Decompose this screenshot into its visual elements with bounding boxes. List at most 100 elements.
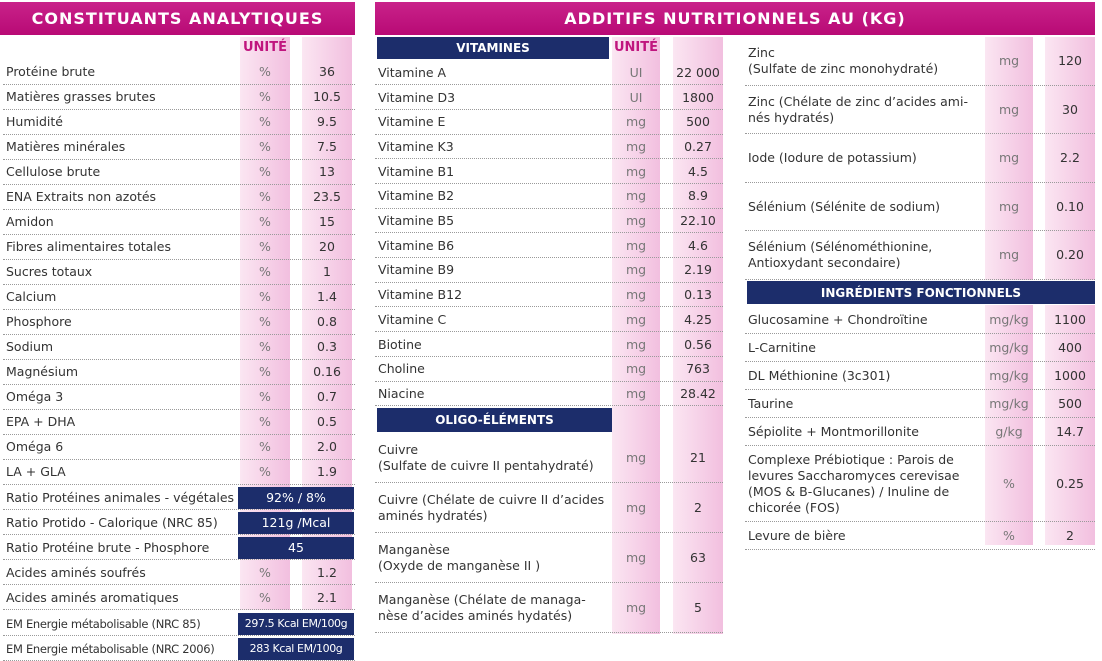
row-value: 14.7 <box>1056 424 1084 439</box>
row-label: Biotine <box>378 336 422 352</box>
table-row <box>375 184 723 209</box>
row-label: Matières minérales <box>6 139 126 154</box>
row-unit: % <box>259 264 271 279</box>
table-row <box>745 134 1095 183</box>
row-label: Vitamine B2 <box>378 188 455 204</box>
row-unit: UI <box>629 64 643 80</box>
table-row <box>375 283 723 308</box>
table-row <box>3 460 355 485</box>
table-row <box>745 446 1095 522</box>
row-label: EM Energie métabolisable (NRC 85) <box>6 616 201 631</box>
row-unit: mg <box>625 385 647 401</box>
row-label: Vitamine A <box>378 64 447 80</box>
row-value: 0.13 <box>684 287 712 303</box>
row-label: LA + GLA <box>6 464 66 479</box>
row-value: 4.25 <box>684 311 712 327</box>
row-value: 2.1 <box>317 589 337 605</box>
row-label: Cellulose brute <box>6 164 101 179</box>
row-label: Manganèse (Oxyde de manganèse II ) <box>378 542 541 573</box>
table-row <box>3 85 355 110</box>
table-row <box>745 418 1095 446</box>
row-label: Taurine <box>748 396 794 411</box>
row-label: Sélénium (Sélénométhionine, Antioxydant … <box>748 239 933 271</box>
row-label: Manganèse (Chélate de managa- nèse d’aci… <box>378 592 586 623</box>
row-unit: % <box>1003 528 1015 543</box>
row-label: Protéine brute <box>6 64 96 79</box>
row-label: Matières grasses brutes <box>6 89 156 104</box>
row-unit: % <box>259 564 271 580</box>
row-unit: % <box>259 439 271 454</box>
row-unit: mg <box>625 311 647 327</box>
row-label: Magnésium <box>6 364 79 379</box>
row-unit: mg <box>625 336 647 352</box>
section-header: CONSTITUANTS ANALYTIQUES <box>0 2 355 35</box>
table-row <box>745 390 1095 418</box>
row-unit: mg/kg <box>989 312 1029 327</box>
group-header: OLIGO-ÉLÉMENTS <box>377 408 612 432</box>
row-value: 1.9 <box>317 464 337 479</box>
row-unit: mg <box>998 198 1020 214</box>
pink-column <box>673 37 723 634</box>
row-unit: % <box>259 214 271 229</box>
row-unit: % <box>259 414 271 429</box>
table-row <box>3 160 355 185</box>
row-value: 4.5 <box>688 163 708 179</box>
row-unit: % <box>259 189 271 204</box>
row-label: L-Carnitine <box>748 340 816 355</box>
row-label: Sépiolite + Montmorillonite <box>748 424 919 439</box>
row-unit: % <box>259 64 271 79</box>
row-value: 30 <box>1062 101 1078 117</box>
row-value: 7.5 <box>317 139 337 154</box>
row-unit: mg/kg <box>989 396 1029 411</box>
table-row <box>745 334 1095 362</box>
table-row <box>3 310 355 335</box>
table-row <box>3 611 355 636</box>
row-label: Vitamine E <box>378 114 446 130</box>
value-box: 283 Kcal EM/100g <box>238 637 354 660</box>
table-row <box>3 510 355 535</box>
row-value: 2 <box>1066 528 1074 543</box>
pink-column <box>985 37 1033 280</box>
row-unit: % <box>259 364 271 379</box>
table-row <box>745 37 1095 86</box>
row-value: 22.10 <box>680 213 716 229</box>
row-value: 120 <box>1058 53 1082 69</box>
row-value: 2.19 <box>684 262 712 278</box>
row-label: DL Méthionine (3c301) <box>748 368 891 383</box>
row-label: Niacine <box>378 385 425 401</box>
row-unit: mg <box>625 188 647 204</box>
table-row <box>375 159 723 184</box>
table-row <box>3 410 355 435</box>
table-row <box>3 60 355 85</box>
row-value: 9.5 <box>317 114 337 129</box>
row-value: 0.25 <box>1056 476 1084 491</box>
row-unit: mg <box>625 600 647 615</box>
row-unit: mg <box>625 500 647 515</box>
table-row <box>375 332 723 357</box>
row-unit: g/kg <box>995 424 1023 439</box>
table-row <box>3 335 355 360</box>
row-label: Acides aminés aromatiques <box>6 589 179 605</box>
row-unit: % <box>259 164 271 179</box>
table-row <box>3 560 355 585</box>
row-label: Complexe Prébiotique : Parois de levures… <box>748 452 960 515</box>
row-value: 1.2 <box>317 564 337 580</box>
table-row <box>3 385 355 410</box>
row-value: 0.8 <box>317 314 337 329</box>
table-row <box>3 535 355 560</box>
row-label: Zinc (Chélate de zinc d’acides ami- nés … <box>748 93 968 125</box>
table-row <box>3 360 355 385</box>
row-label: Vitamine C <box>378 311 447 327</box>
row-value: 4.6 <box>688 237 708 253</box>
value-box: 92% / 8% <box>238 486 354 509</box>
row-value: 0.7 <box>317 389 337 404</box>
row-value: 2.2 <box>1060 150 1080 166</box>
row-unit: mg <box>998 101 1020 117</box>
table-row <box>745 183 1095 231</box>
row-unit: % <box>259 114 271 129</box>
row-label: Vitamine D3 <box>378 89 456 105</box>
row-value: 36 <box>319 64 335 79</box>
table-row <box>375 583 723 633</box>
row-value: 1 <box>323 264 331 279</box>
